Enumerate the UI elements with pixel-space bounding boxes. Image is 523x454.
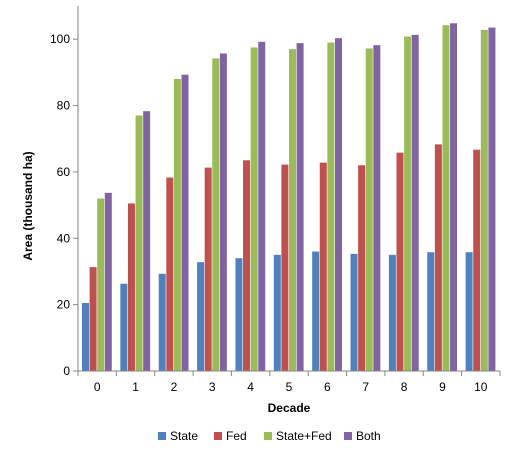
bar-state-fed-5 xyxy=(289,49,296,372)
bar-both-6 xyxy=(334,38,342,371)
legend-label-both: Both xyxy=(356,429,381,443)
bar-state-10 xyxy=(465,252,473,371)
bar-fed-7 xyxy=(358,165,366,371)
bar-state-0 xyxy=(81,302,89,371)
x-tick-label: 3 xyxy=(209,380,216,394)
bar-both-4 xyxy=(258,41,266,371)
x-tick-label: 6 xyxy=(324,380,331,394)
y-tick-label: 60 xyxy=(57,165,71,179)
bar-state-fed-10 xyxy=(480,29,488,372)
bar-fed-0 xyxy=(89,267,97,371)
bar-state-3 xyxy=(197,262,205,371)
y-tick-label: 100 xyxy=(50,32,70,46)
bar-both-3 xyxy=(219,53,227,371)
y-tick-label: 0 xyxy=(63,364,70,378)
x-tick-label: 9 xyxy=(439,380,446,394)
x-tick-label: 5 xyxy=(286,380,293,394)
bar-state-8 xyxy=(388,254,396,371)
legend-swatch-state-fed xyxy=(264,432,272,440)
bar-fed-9 xyxy=(434,144,442,371)
bar-both-2 xyxy=(181,74,189,371)
x-tick-label: 0 xyxy=(94,380,101,394)
x-tick-label: 8 xyxy=(401,380,408,394)
bar-both-8 xyxy=(411,34,419,371)
bar-fed-4 xyxy=(243,160,251,371)
bar-state-1 xyxy=(120,283,128,371)
y-axis-title: Area (thousand ha) xyxy=(21,151,35,260)
bar-state-fed-0 xyxy=(97,198,105,371)
bar-fed-5 xyxy=(281,164,289,371)
bar-fed-8 xyxy=(396,152,404,371)
bar-state-4 xyxy=(235,258,243,371)
x-axis-title: Decade xyxy=(268,401,311,415)
bar-state-2 xyxy=(158,273,166,371)
bar-state-fed-7 xyxy=(365,48,373,372)
bar-fed-2 xyxy=(166,177,174,371)
bar-both-5 xyxy=(296,43,304,371)
axes: 0 20 40 60 80 100 0 1 2 3 4 5 6 7 8 9 10 xyxy=(50,6,501,394)
bar-state-fed-8 xyxy=(404,36,412,371)
legend-swatch-state xyxy=(158,432,166,440)
bar-fed-10 xyxy=(473,149,481,371)
bar-fed-1 xyxy=(127,203,135,371)
legend-swatch-both xyxy=(344,432,352,440)
legend-label-state: State xyxy=(170,429,198,443)
bar-state-7 xyxy=(350,253,358,371)
bar-both-9 xyxy=(450,23,458,371)
legend-label-state-fed: State+Fed xyxy=(276,429,332,443)
bar-state-fed-2 xyxy=(173,79,181,371)
bar-state-fed-9 xyxy=(442,25,450,372)
bar-state-fed-3 xyxy=(212,58,220,371)
x-tick-label: 10 xyxy=(474,380,488,394)
bar-fed-3 xyxy=(204,167,212,371)
legend-swatch-fed xyxy=(214,432,222,440)
bar-state-6 xyxy=(312,251,320,371)
bars xyxy=(81,23,496,372)
x-tick-label: 7 xyxy=(362,380,369,394)
x-tick-label: 2 xyxy=(171,380,178,394)
legend-label-fed: Fed xyxy=(226,429,247,443)
bar-both-1 xyxy=(143,111,151,371)
y-tick-label: 20 xyxy=(57,298,71,312)
y-tick-label: 80 xyxy=(57,99,71,113)
y-tick-label: 40 xyxy=(57,231,71,245)
bar-state-9 xyxy=(427,252,435,371)
legend: State Fed State+Fed Both xyxy=(158,429,381,443)
x-tick-label: 4 xyxy=(247,380,254,394)
bar-state-fed-4 xyxy=(250,47,258,372)
x-tick-label: 1 xyxy=(132,380,139,394)
bar-fed-6 xyxy=(319,162,327,371)
bar-both-7 xyxy=(373,45,381,372)
bar-state-fed-6 xyxy=(327,42,335,371)
bar-both-0 xyxy=(104,192,112,371)
bar-both-10 xyxy=(488,27,496,372)
bar-state-fed-1 xyxy=(135,115,143,371)
bar-state-5 xyxy=(273,254,281,371)
